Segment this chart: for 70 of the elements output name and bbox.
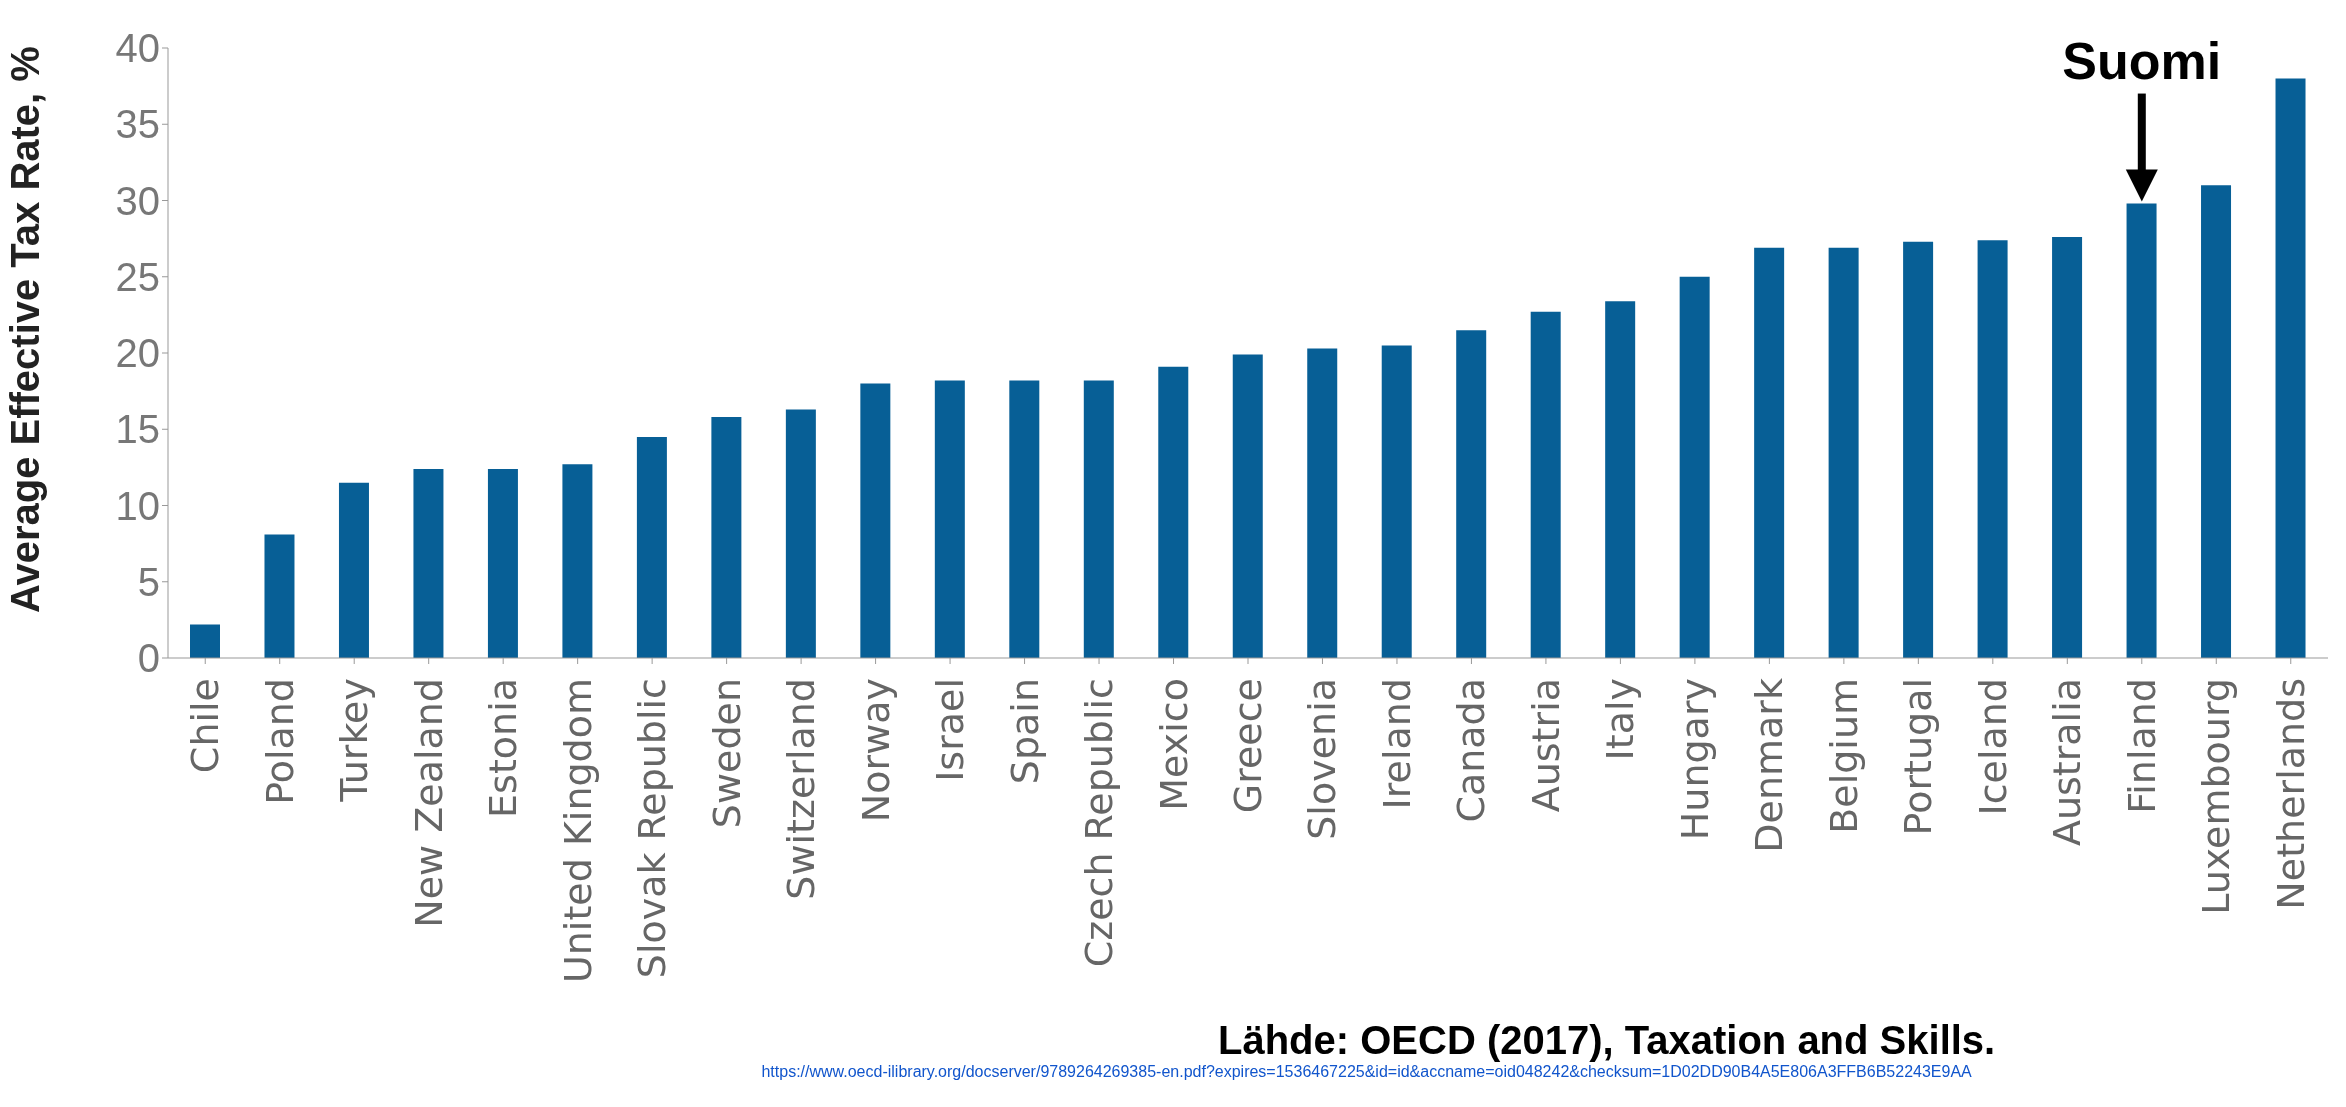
- x-tick-label: Iceland: [1970, 678, 2015, 816]
- x-tick-label: Norway: [853, 678, 898, 823]
- y-axis-title: Average Effective Tax Rate, %: [3, 46, 48, 613]
- x-tick-label: Estonia: [481, 678, 526, 818]
- bar: [1456, 330, 1487, 658]
- y-tick-label: 25: [115, 254, 160, 299]
- x-tick-label: Sweden: [704, 678, 749, 829]
- x-tick-label: Spain: [1002, 678, 1047, 785]
- bar: [1679, 276, 1710, 658]
- x-tick-label: Luxembourg: [2194, 678, 2239, 915]
- x-tick-label: Greece: [1226, 678, 1270, 814]
- x-tick-label: Austria: [1523, 678, 1568, 813]
- x-tick-label: United Kingdom: [555, 678, 600, 984]
- bar: [1083, 380, 1114, 658]
- x-tick-label: Ireland: [1374, 678, 1419, 810]
- bar: [2201, 185, 2232, 658]
- bar: [1828, 247, 1859, 658]
- bar: [1009, 380, 1040, 658]
- y-tick-label: 5: [137, 559, 160, 604]
- y-tick-label: 30: [115, 178, 160, 223]
- x-tick-label: Poland: [257, 678, 302, 805]
- y-tick-label: 40: [115, 26, 160, 71]
- x-tick-label: Chile: [183, 678, 228, 774]
- bar: [2275, 78, 2306, 658]
- x-tick-label: Denmark: [1747, 678, 1792, 853]
- x-tick-label: Hungary: [1672, 678, 1717, 841]
- bar: [1232, 354, 1263, 658]
- bar: [1307, 348, 1338, 658]
- bar: [785, 409, 816, 658]
- x-tick-label: Belgium: [1821, 678, 1866, 834]
- x-tick-label: Canada: [1449, 678, 1494, 823]
- bar: [1977, 240, 2008, 658]
- x-tick-label: Mexico: [1151, 678, 1196, 811]
- y-tick-label: 15: [115, 407, 160, 452]
- x-tick-label: New Zealand: [406, 678, 451, 928]
- x-tick-label: Slovenia: [1300, 678, 1345, 840]
- x-tick-label: Turkey: [332, 678, 377, 803]
- x-tick-label: Italy: [1598, 678, 1643, 761]
- text: https://www.oecd-ilibrary.org/docserver/9789264269385-en.pdf?expires=1536467225&id=id&accname=oid048242&checksum=1D02DD90B4A5E806A3FFB6B52243E9AA: [760, 1063, 1973, 1081]
- bar: [860, 383, 891, 658]
- bar: [1605, 301, 1636, 658]
- bar: [562, 464, 593, 658]
- bar: [338, 482, 369, 658]
- y-tick-label: 35: [115, 102, 160, 147]
- bar: [487, 468, 518, 658]
- x-tick-label: Netherlands: [2268, 678, 2313, 910]
- bar: [934, 380, 965, 658]
- bar: [1754, 247, 1785, 658]
- y-tick-label: 10: [115, 483, 160, 528]
- bar: [1530, 311, 1561, 658]
- x-tick-label: Finland: [2119, 678, 2164, 814]
- x-tick-label: Czech Republic: [1077, 678, 1122, 968]
- x-tick-label: Switzerland: [779, 678, 824, 900]
- bar: [1381, 345, 1412, 658]
- y-tick-label: 20: [115, 331, 160, 376]
- bar: [1903, 241, 1934, 658]
- bar: [264, 534, 295, 658]
- x-tick-label: Slovak Republic: [630, 678, 675, 979]
- bar: [2052, 237, 2083, 658]
- bar: [413, 468, 444, 658]
- bar: [636, 436, 667, 658]
- y-tick-label: 0: [137, 636, 160, 681]
- text: Lähde: OECD (2017), Taxation and Skills.: [1218, 1018, 1996, 1063]
- bar: [711, 417, 742, 658]
- x-tick-label: Portugal: [1896, 678, 1941, 836]
- x-tick-label: Israel: [928, 678, 973, 782]
- x-tick-label: Australia: [2045, 678, 2090, 847]
- bar: [190, 624, 220, 658]
- annotation: Suomi: [2062, 31, 2222, 90]
- bar: [1158, 366, 1189, 658]
